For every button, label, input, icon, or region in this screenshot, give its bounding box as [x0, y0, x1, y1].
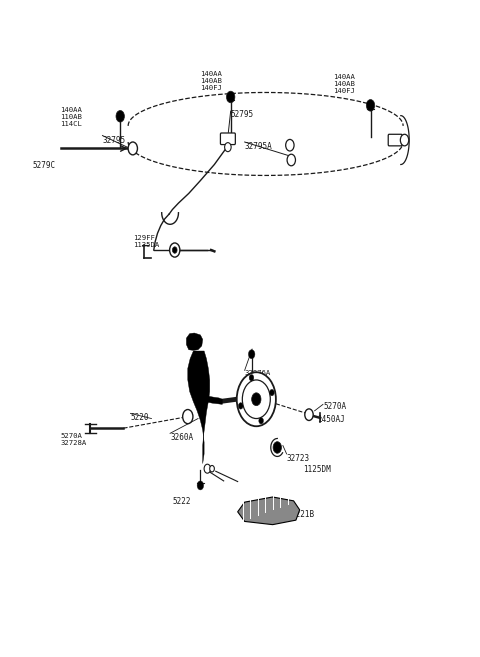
Polygon shape [188, 351, 210, 464]
Circle shape [128, 142, 137, 155]
Circle shape [286, 139, 294, 151]
Circle shape [183, 409, 193, 424]
Circle shape [366, 100, 375, 111]
Text: 32795: 32795 [103, 135, 126, 145]
Circle shape [248, 350, 255, 359]
FancyBboxPatch shape [220, 133, 235, 145]
Circle shape [400, 134, 409, 146]
Circle shape [210, 465, 215, 472]
Circle shape [273, 442, 281, 453]
Text: 32795A: 32795A [245, 142, 273, 151]
Circle shape [259, 418, 264, 424]
Circle shape [197, 481, 204, 490]
Circle shape [237, 373, 276, 426]
Circle shape [225, 143, 231, 152]
Text: 32876A
32732: 32876A 32732 [245, 371, 271, 383]
Circle shape [239, 403, 243, 409]
Polygon shape [197, 393, 222, 405]
Circle shape [116, 110, 124, 122]
Text: 140AA
140AB
140FJ: 140AA 140AB 140FJ [200, 71, 222, 91]
Text: 140AA
110AB
114CL: 140AA 110AB 114CL [60, 106, 83, 127]
Circle shape [227, 91, 235, 102]
FancyBboxPatch shape [388, 134, 402, 146]
Text: 5222: 5222 [172, 497, 191, 506]
Circle shape [249, 374, 254, 381]
Text: 3260A: 3260A [170, 434, 193, 442]
Text: 1125DM: 1125DM [303, 465, 331, 474]
Circle shape [270, 390, 274, 396]
Polygon shape [238, 497, 300, 525]
Circle shape [252, 393, 261, 405]
Circle shape [242, 380, 270, 419]
Circle shape [287, 154, 296, 166]
Circle shape [305, 409, 313, 420]
Text: 140AA
140AB
140FJ: 140AA 140AB 140FJ [333, 74, 355, 95]
Circle shape [172, 247, 177, 253]
Circle shape [204, 464, 211, 473]
Circle shape [169, 243, 180, 257]
Text: 5270A
32728A: 5270A 32728A [60, 434, 87, 446]
Text: 129FF
1125DA: 129FF 1125DA [133, 235, 159, 248]
Text: 5279C: 5279C [33, 161, 56, 170]
Text: 5220: 5220 [131, 413, 149, 422]
Text: 1450AJ: 1450AJ [317, 415, 345, 424]
Text: 52795: 52795 [231, 110, 254, 119]
Text: 5221B: 5221B [291, 510, 314, 519]
Polygon shape [186, 333, 203, 350]
Text: 5270A: 5270A [324, 403, 347, 411]
Text: 32723: 32723 [287, 454, 310, 463]
